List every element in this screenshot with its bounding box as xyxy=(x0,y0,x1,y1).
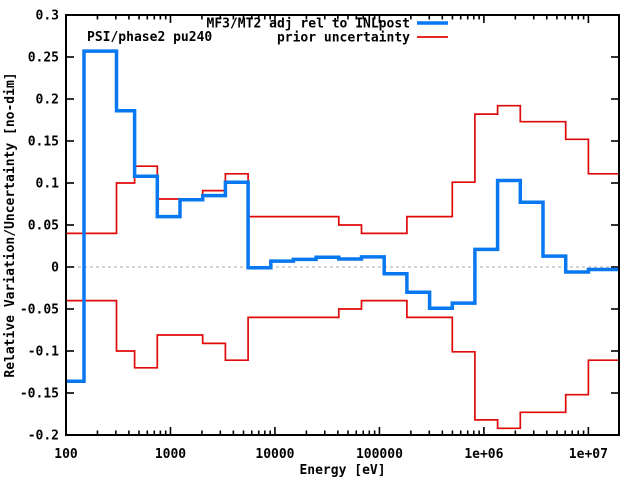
legend-label: prior uncertainty xyxy=(277,31,410,46)
dataset-annotation-label: PSI/phase2 pu240 xyxy=(87,30,212,45)
x-tick-label: 1000 xyxy=(155,447,186,462)
y-tick-label: -0.05 xyxy=(20,303,59,318)
tick-labels: 0.3 0.25 0.2 0.15 0.1 0.05 0 -0.05 -0.1 -0.15 -0.2… xyxy=(20,9,608,463)
y-tick-label: -0.2 xyxy=(28,429,59,444)
y-tick-label: 0.1 xyxy=(36,177,60,192)
y-tick-label: 0.3 xyxy=(36,9,59,24)
prior-uncertainty-lower-line xyxy=(66,299,619,430)
x-tick-label: 1e+07 xyxy=(569,447,608,462)
prior-uncertainty-upper-line xyxy=(66,104,619,235)
x-axis-label: Energy [eV] xyxy=(299,463,385,478)
y-tick-label: 0 xyxy=(51,261,59,276)
y-tick-label: -0.15 xyxy=(20,387,59,402)
x-tick-label: 1e+06 xyxy=(464,447,503,462)
x-tick-label: 100 xyxy=(54,447,78,462)
y-tick-label: 0.15 xyxy=(28,135,59,150)
legend-label: MF3/MT2 adj rel to INLpost xyxy=(207,17,411,32)
y-tick-label: 0.25 xyxy=(28,51,59,66)
adjustment-series-line xyxy=(66,49,619,383)
y-tick-label: 0.2 xyxy=(36,93,59,108)
y-tick-label: -0.1 xyxy=(28,345,59,360)
y-tick-label: 0.05 xyxy=(28,219,59,234)
plot-border xyxy=(65,14,620,436)
x-tick-label: 100000 xyxy=(356,447,403,462)
x-tick-label: 10000 xyxy=(255,447,294,462)
y-axis-label: Relative Variation/Uncertainty [no-dim] xyxy=(3,72,18,377)
